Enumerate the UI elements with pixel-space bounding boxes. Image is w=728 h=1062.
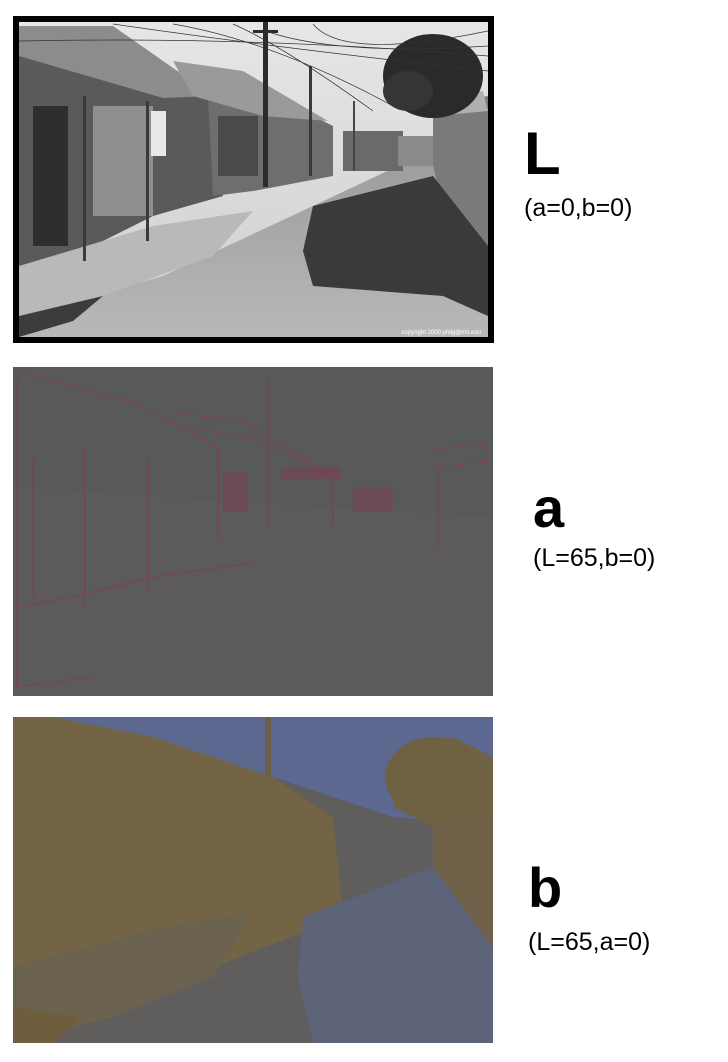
b-channel-image xyxy=(13,717,493,1043)
b-channel-photo xyxy=(13,717,493,1043)
copyright-watermark: copyright 2000 philg@mit.edu xyxy=(402,330,481,336)
b-channel-label: b xyxy=(528,856,563,919)
l-channel-label: L xyxy=(524,120,561,187)
l-channel-image: copyright 2000 philg@mit.edu xyxy=(13,16,494,343)
a-channel-condition: (L=65,b=0) xyxy=(533,544,656,572)
l-channel-photo: copyright 2000 philg@mit.edu xyxy=(13,16,494,343)
l-channel-condition: (a=0,b=0) xyxy=(524,194,633,222)
a-channel-photo xyxy=(13,367,493,696)
a-channel-label: a xyxy=(533,476,565,539)
a-channel-image xyxy=(13,367,493,696)
b-channel-condition: (L=65,a=0) xyxy=(528,928,651,956)
